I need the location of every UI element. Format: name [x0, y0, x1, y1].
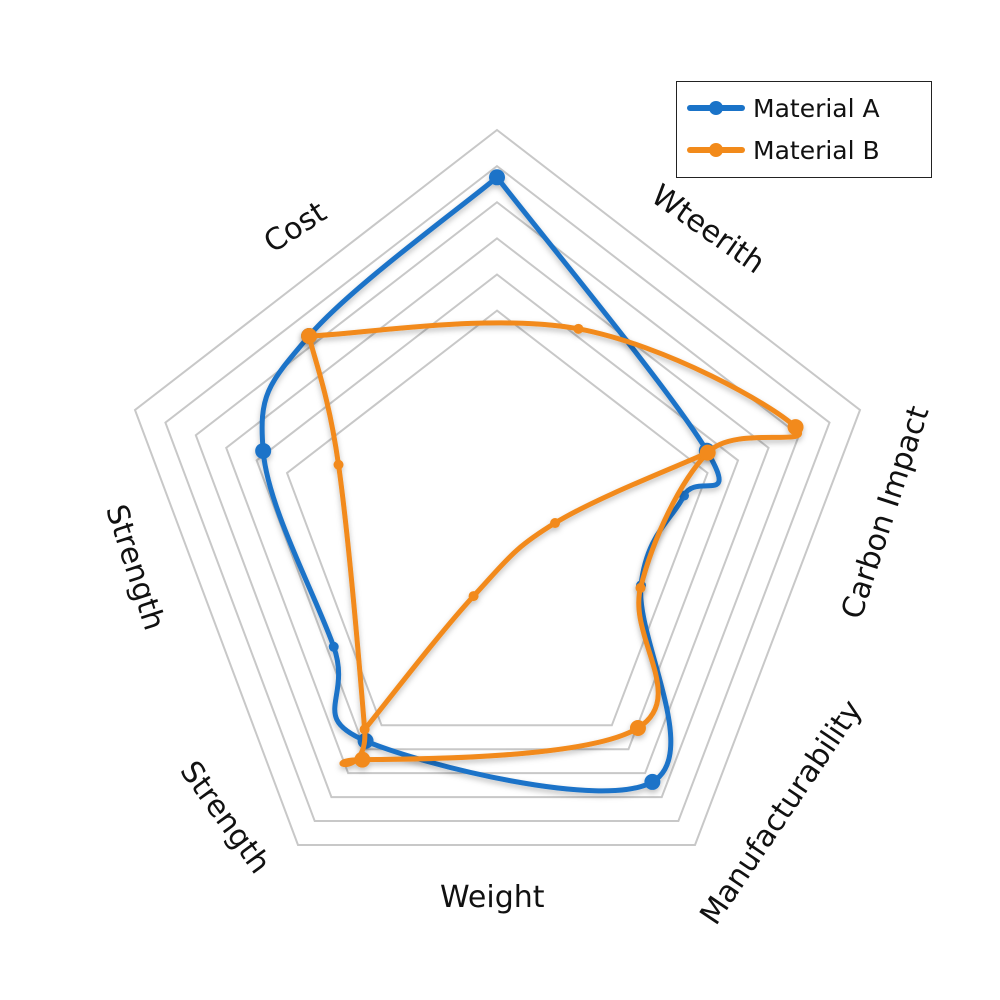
grid-ring: [194, 200, 801, 799]
data-point: [629, 719, 646, 736]
grid-ring: [255, 273, 740, 751]
legend-label: Material A: [753, 93, 880, 123]
legend: Material A Material B: [676, 81, 932, 178]
series-line: [259, 175, 722, 794]
legend-item-material-b: Material B: [687, 130, 880, 170]
data-point: [328, 641, 339, 652]
data-point: [679, 490, 690, 501]
radar-grid: [133, 128, 862, 846]
data-point: [699, 444, 716, 461]
data-point: [550, 518, 561, 529]
series-line: [306, 320, 802, 768]
data-point: [787, 419, 804, 436]
data-point: [644, 773, 661, 790]
series-material-b: [301, 320, 804, 768]
data-point: [301, 328, 318, 345]
grid-ring: [225, 237, 770, 775]
data-point: [354, 751, 371, 768]
data-point: [635, 582, 646, 593]
grid-ring: [133, 128, 862, 846]
data-point: [468, 591, 479, 602]
data-point: [255, 442, 272, 459]
data-point: [573, 323, 584, 334]
legend-item-material-a: Material A: [687, 88, 880, 128]
grid-ring: [164, 164, 831, 823]
grid-ring: [285, 309, 709, 727]
legend-swatch-material-b: [687, 143, 745, 157]
data-point: [333, 459, 344, 470]
data-point: [359, 724, 370, 735]
data-point: [489, 169, 505, 186]
series-line: [362, 450, 709, 732]
legend-swatch-material-a: [687, 101, 745, 115]
legend-label: Material B: [753, 135, 880, 165]
axis-label-weight: Weight: [440, 880, 545, 915]
